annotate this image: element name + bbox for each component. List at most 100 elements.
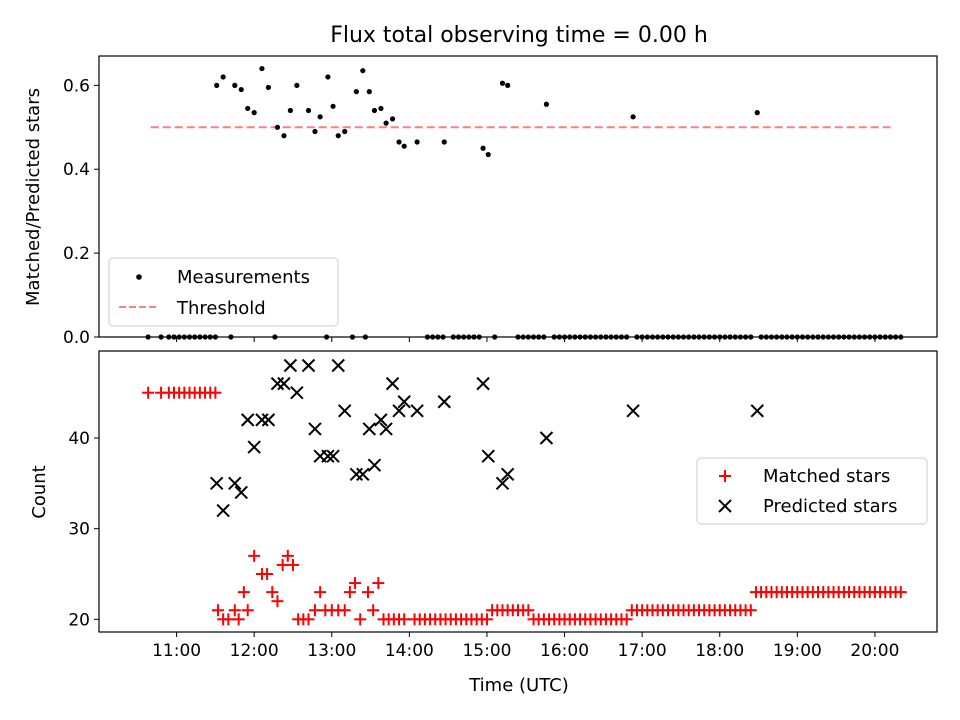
predicted-star-point: [277, 376, 291, 391]
measurement-point: [414, 139, 420, 145]
legend-measurements-label: Measurements: [177, 267, 310, 288]
x-tick-label: 16:00: [540, 641, 589, 661]
measurement-point: [312, 128, 318, 135]
matched-star-point: [232, 613, 245, 626]
x-tick-label: 17:00: [618, 641, 667, 661]
flux-ratio-panel: Flux total observing time = 0.00 h 0.00.…: [23, 23, 938, 348]
measurement-point-zero: [810, 334, 816, 340]
top-y-axis: 0.0 0.2 0.4 0.6: [63, 76, 99, 348]
predicted-star-point: [216, 503, 230, 518]
measurement-point: [378, 105, 384, 112]
measurement-point: [265, 84, 272, 91]
measurement-point-zero: [830, 334, 837, 340]
star-count-panel: 20 30 40 11:00 12:00 13:00 14:00 15:00 16:00 17:…: [29, 350, 938, 696]
measurement-point-zero: [758, 334, 764, 340]
measurement-point-zero: [779, 334, 785, 340]
matched-star-point: [367, 604, 380, 617]
predicted-star-point: [379, 422, 393, 436]
matched-star-point: [372, 577, 385, 590]
measurement-point-zero: [887, 334, 894, 340]
predicted-star-point: [234, 485, 248, 500]
measurement-point-zero: [450, 334, 456, 340]
measurement-point: [287, 107, 293, 114]
predicted-star-point: [308, 422, 322, 436]
measurement-point: [480, 145, 486, 151]
measurement-point-zero: [541, 334, 547, 340]
predicted-star-point: [290, 385, 304, 400]
measurement-point-zero: [551, 334, 557, 340]
measurement-point-zero: [732, 334, 738, 340]
measurement-point-zero: [435, 334, 441, 340]
measurement-point-zero: [867, 334, 873, 340]
bottom-legend: Matched stars Predicted stars: [696, 457, 928, 525]
legend-predicted-marker: [718, 499, 732, 513]
predicted-star-point: [362, 422, 376, 436]
measurement-point: [305, 107, 312, 114]
measurement-point-zero: [799, 334, 806, 340]
predicted-star-point: [367, 458, 382, 472]
measurement-point-zero: [556, 334, 562, 340]
matched-star-point: [480, 613, 493, 626]
measurement-point-zero: [841, 334, 847, 340]
measurement-point: [543, 101, 550, 107]
measurement-point-zero: [660, 334, 666, 340]
top-legend: Measurements Threshold: [108, 257, 339, 327]
measurement-point-zero: [743, 334, 749, 340]
measurement-point: [485, 151, 491, 158]
measurement-point-zero: [176, 334, 182, 340]
matched-star-point: [286, 558, 299, 571]
measurement-point: [274, 124, 281, 130]
top-y-tick-label: 0.6: [63, 76, 90, 96]
measurement-point: [396, 139, 402, 145]
measurement-point-zero: [856, 334, 863, 340]
measurement-point-zero: [727, 334, 733, 340]
matched-star-point: [343, 586, 356, 599]
measurement-point-zero: [898, 334, 904, 340]
measurement-point: [325, 74, 331, 80]
measurement-point-zero: [197, 334, 203, 340]
matched-star-point: [354, 613, 367, 626]
bottom-legend-box: [696, 457, 928, 525]
measurement-point-zero: [882, 334, 888, 340]
predicted-star-point: [321, 449, 335, 463]
matched-star-point: [302, 613, 315, 626]
measurement-point-zero: [825, 334, 831, 340]
x-tick-label: 20:00: [850, 641, 899, 661]
predicted-star-point: [539, 431, 554, 445]
top-legend-box: [108, 257, 339, 327]
predicted-star-point: [338, 404, 352, 418]
measurement-point-zero: [536, 334, 542, 340]
measurement-point-zero: [598, 334, 604, 340]
measurement-point-zero: [186, 334, 193, 340]
matched-star-point: [349, 577, 362, 590]
top-y-tick-label: 0.0: [63, 328, 90, 348]
measurement-point-zero: [665, 334, 671, 340]
top-y-tick-label: 0.2: [63, 244, 90, 264]
measurement-point: [330, 103, 336, 109]
measurement-point: [360, 68, 366, 74]
measurement-point-zero: [461, 334, 467, 340]
predicted-star-point: [410, 404, 424, 418]
measurement-point-zero: [670, 334, 676, 340]
x-axis-label: Time (UTC): [468, 675, 569, 696]
top-y-axis-label: Matched/Predicted stars: [23, 88, 44, 306]
predicted-star-point: [495, 476, 510, 491]
matched-star-point: [361, 586, 374, 599]
matched-star-point: [237, 586, 250, 599]
measurement-point: [389, 116, 396, 122]
matched-star-point: [222, 613, 235, 626]
measurement-point-zero: [768, 334, 775, 340]
predicted-star-point: [228, 476, 242, 491]
measurement-point-zero: [582, 334, 588, 340]
matched-star-point: [271, 595, 284, 608]
measurement-point-zero: [181, 334, 187, 340]
measurement-point: [366, 89, 372, 95]
matched-star-point: [281, 549, 294, 562]
measurement-point-zero: [362, 334, 369, 340]
measurement-point-zero: [476, 334, 482, 340]
measurement-point-zero: [212, 334, 218, 340]
legend-measurements-marker: [136, 274, 142, 280]
measurement-point-zero: [592, 334, 599, 340]
measurement-point-zero: [577, 334, 583, 340]
